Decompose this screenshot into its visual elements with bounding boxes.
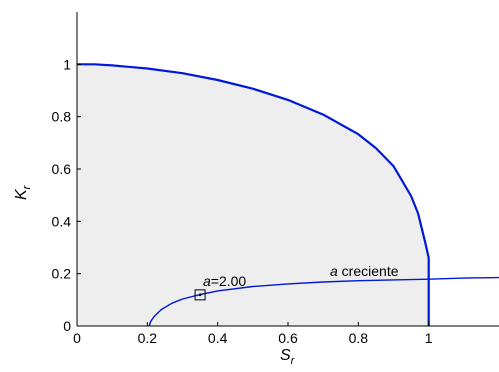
- tick-labels: 0 0.2 0.4 0.6 0.8 1 0 0.2 0.4 0.6 0.8 1: [52, 56, 433, 346]
- feasible-region: [77, 64, 429, 327]
- plot-area: [77, 63, 499, 327]
- x-tick-label: 0.6: [278, 330, 298, 346]
- x-tick-label: 1: [425, 330, 433, 346]
- y-tick-label: 1: [63, 56, 71, 72]
- boundary-curve: [77, 63, 430, 326]
- x-tick-label: 0.2: [138, 330, 158, 346]
- x-tick-label: 0.8: [349, 330, 369, 346]
- y-tick-label: 0.6: [52, 161, 72, 177]
- x-tick-label: 0.4: [208, 330, 228, 346]
- y-axis-title: Kr: [13, 184, 33, 200]
- marker-label: a=2.00: [203, 273, 246, 289]
- marker-dot: [198, 293, 202, 297]
- y-tick-label: 0: [63, 318, 71, 334]
- y-tick-label: 0.2: [52, 266, 72, 282]
- x-axis-title: Sr: [280, 347, 296, 367]
- annotation-label: a creciente: [330, 263, 399, 279]
- axes: [76, 12, 499, 327]
- y-tick-label: 0.4: [52, 213, 72, 229]
- trajectory-curve: [148, 276, 499, 327]
- marker-square: [194, 289, 206, 301]
- x-tick-label: 0: [73, 330, 81, 346]
- y-tick-label: 0.8: [52, 109, 72, 125]
